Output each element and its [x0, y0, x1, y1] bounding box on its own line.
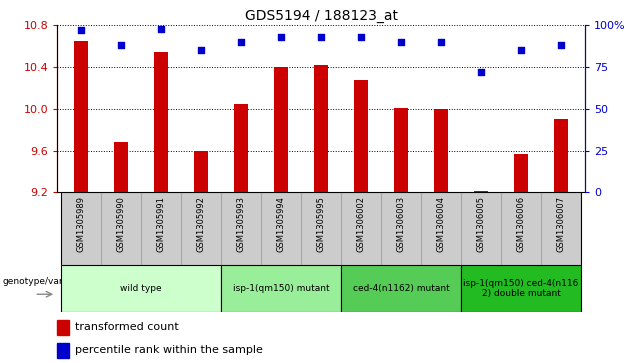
Point: [396, 39, 406, 45]
Text: GSM1305990: GSM1305990: [117, 196, 126, 252]
Text: GSM1306006: GSM1306006: [516, 196, 525, 252]
Bar: [61, 265, 221, 312]
Text: genotype/variation: genotype/variation: [3, 277, 89, 286]
Point: [556, 42, 566, 48]
Bar: [341, 192, 381, 265]
Bar: [514, 154, 528, 192]
Point: [476, 69, 487, 75]
Bar: [221, 265, 341, 312]
Point: [316, 34, 326, 40]
Text: GSM1306003: GSM1306003: [397, 196, 406, 252]
Point: [156, 26, 166, 32]
Bar: [341, 265, 461, 312]
Bar: [301, 192, 341, 265]
Text: isp-1(qm150) ced-4(n116
2) double mutant: isp-1(qm150) ced-4(n116 2) double mutant: [464, 279, 579, 298]
Bar: [101, 192, 141, 265]
Bar: [221, 192, 261, 265]
Bar: [261, 192, 301, 265]
Bar: [501, 192, 541, 265]
Bar: [274, 67, 288, 192]
Text: wild type: wild type: [120, 284, 162, 293]
Text: GSM1305994: GSM1305994: [277, 196, 286, 252]
Bar: [461, 192, 501, 265]
Text: GSM1305992: GSM1305992: [197, 196, 205, 252]
Text: GSM1306007: GSM1306007: [556, 196, 565, 252]
Bar: [234, 104, 248, 192]
Text: GSM1306005: GSM1306005: [476, 196, 486, 252]
Bar: [181, 192, 221, 265]
Point: [276, 34, 286, 40]
Point: [236, 39, 246, 45]
Text: GSM1305995: GSM1305995: [317, 196, 326, 252]
Point: [356, 34, 366, 40]
Text: percentile rank within the sample: percentile rank within the sample: [75, 345, 263, 355]
Bar: [194, 151, 208, 192]
Bar: [434, 109, 448, 192]
Bar: [461, 265, 581, 312]
Point: [116, 42, 127, 48]
Text: GSM1306002: GSM1306002: [357, 196, 366, 252]
Bar: [381, 192, 421, 265]
Bar: [421, 192, 461, 265]
Bar: [141, 192, 181, 265]
Point: [196, 48, 206, 53]
Bar: [394, 108, 408, 192]
Bar: [154, 52, 168, 192]
Bar: [554, 119, 568, 192]
Title: GDS5194 / 188123_at: GDS5194 / 188123_at: [245, 9, 398, 23]
Point: [436, 39, 446, 45]
Point: [76, 28, 86, 33]
Bar: [57, 343, 69, 358]
Bar: [57, 320, 69, 335]
Bar: [314, 65, 328, 192]
Bar: [114, 142, 128, 192]
Bar: [74, 41, 88, 192]
Text: GSM1305989: GSM1305989: [77, 196, 86, 252]
Text: GSM1306004: GSM1306004: [437, 196, 446, 252]
Point: [516, 48, 526, 53]
Text: transformed count: transformed count: [75, 322, 179, 333]
Text: ced-4(n1162) mutant: ced-4(n1162) mutant: [353, 284, 450, 293]
Bar: [61, 192, 101, 265]
Bar: [474, 191, 488, 192]
Bar: [541, 192, 581, 265]
Text: GSM1305991: GSM1305991: [156, 196, 166, 252]
Text: isp-1(qm150) mutant: isp-1(qm150) mutant: [233, 284, 329, 293]
Bar: [354, 80, 368, 192]
Text: GSM1305993: GSM1305993: [237, 196, 245, 252]
